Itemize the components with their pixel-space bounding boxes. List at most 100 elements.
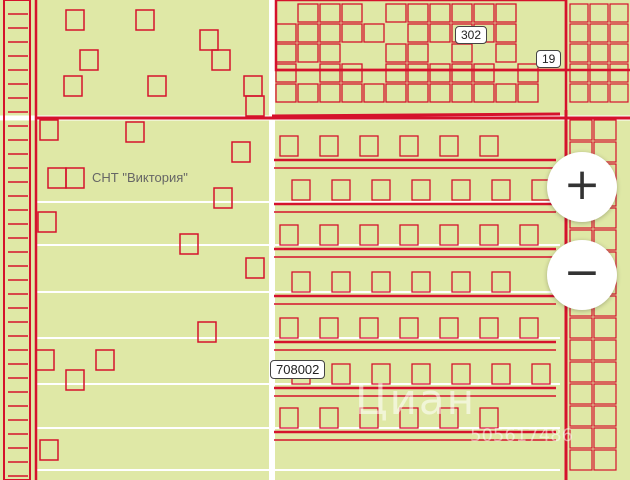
parcel-tag-708002: 708002 bbox=[270, 360, 325, 379]
parcel-cell bbox=[212, 50, 230, 70]
parcel-cell bbox=[594, 428, 616, 448]
parcel-cell bbox=[292, 272, 310, 292]
parcel-cell bbox=[148, 76, 166, 96]
parcel-cell bbox=[430, 64, 450, 82]
parcel-cell bbox=[408, 44, 428, 62]
parcel-cell bbox=[400, 136, 418, 156]
parcel-cell bbox=[408, 24, 428, 42]
parcel-cell bbox=[430, 24, 450, 42]
parcel-cell bbox=[474, 84, 494, 102]
parcel-cell bbox=[276, 24, 296, 42]
parcel-cell bbox=[474, 64, 494, 82]
parcel-cell bbox=[412, 272, 430, 292]
parcel-cell bbox=[610, 84, 628, 102]
parcel-cell bbox=[570, 24, 588, 42]
parcel-cell bbox=[332, 364, 350, 384]
parcel-cell bbox=[360, 225, 378, 245]
parcel-cell bbox=[280, 408, 298, 428]
parcel-cell bbox=[452, 272, 470, 292]
parcel-cell bbox=[452, 84, 472, 102]
parcel-cell bbox=[298, 24, 318, 42]
parcel-cell bbox=[320, 136, 338, 156]
parcel-cell bbox=[570, 450, 592, 470]
parcel-cell bbox=[610, 4, 628, 22]
zoom-out-button[interactable]: − bbox=[547, 240, 617, 310]
left-strip-outline bbox=[4, 0, 30, 480]
parcel-cell bbox=[246, 96, 264, 116]
parcel-cell bbox=[452, 180, 470, 200]
parcel-cell bbox=[590, 4, 608, 22]
parcel-cell bbox=[590, 44, 608, 62]
parcel-cell bbox=[570, 318, 592, 338]
parcel-cell bbox=[298, 4, 318, 22]
parcel-cell bbox=[200, 30, 218, 50]
parcel-cell bbox=[320, 225, 338, 245]
parcel-cell bbox=[80, 50, 98, 70]
watermark-number: 505617486 bbox=[470, 425, 573, 446]
parcel-cell bbox=[532, 364, 550, 384]
parcel-cell bbox=[66, 10, 84, 30]
parcel-cell bbox=[492, 180, 510, 200]
parcel-cell bbox=[480, 225, 498, 245]
parcel-cell bbox=[298, 44, 318, 62]
parcel-cell bbox=[570, 406, 592, 426]
parcel-cell bbox=[280, 136, 298, 156]
parcel-cell bbox=[372, 180, 390, 200]
parcel-cell bbox=[280, 225, 298, 245]
parcel-cell bbox=[496, 4, 516, 22]
parcel-cell bbox=[590, 64, 608, 82]
parcel-cell bbox=[594, 318, 616, 338]
parcel-cell bbox=[320, 318, 338, 338]
parcel-cell bbox=[496, 44, 516, 62]
parcel-cell bbox=[452, 64, 472, 82]
parcel-cell bbox=[386, 64, 406, 82]
parcel-cell bbox=[342, 84, 362, 102]
parcel-cell bbox=[342, 64, 362, 82]
parcel-cell bbox=[320, 64, 340, 82]
parcel-cell bbox=[280, 318, 298, 338]
parcel-cell bbox=[320, 408, 338, 428]
main-boundary-lower bbox=[272, 114, 560, 116]
parcel-cell bbox=[518, 84, 538, 102]
parcel-cell bbox=[594, 340, 616, 360]
parcel-cell bbox=[594, 406, 616, 426]
parcel-cell bbox=[480, 136, 498, 156]
parcel-cell bbox=[570, 120, 592, 140]
parcel-cell bbox=[496, 84, 516, 102]
parcel-cell bbox=[342, 4, 362, 22]
parcel-cell bbox=[594, 120, 616, 140]
parcel-cell bbox=[408, 84, 428, 102]
parcel-cell bbox=[386, 44, 406, 62]
parcel-cell bbox=[400, 225, 418, 245]
minus-icon: − bbox=[564, 251, 601, 295]
parcel-cell bbox=[66, 168, 84, 188]
parcel-cell bbox=[408, 4, 428, 22]
parcel-cell bbox=[570, 428, 592, 448]
parcel-cell bbox=[40, 120, 58, 140]
parcel-cell bbox=[492, 272, 510, 292]
parcel-cell bbox=[276, 44, 296, 62]
watermark-text: Циан bbox=[355, 375, 476, 424]
parcel-cell bbox=[518, 64, 538, 82]
parcel-cell bbox=[520, 318, 538, 338]
parcel-cell bbox=[610, 64, 628, 82]
parcel-cell bbox=[520, 225, 538, 245]
parcel-cell bbox=[594, 450, 616, 470]
parcel-cell bbox=[570, 340, 592, 360]
parcel-cell bbox=[36, 350, 54, 370]
parcel-cell bbox=[360, 318, 378, 338]
parcel-tag-19: 19 bbox=[536, 50, 561, 68]
zoom-in-button[interactable]: + bbox=[547, 152, 617, 222]
parcel-cell bbox=[452, 44, 472, 62]
parcel-cell bbox=[332, 272, 350, 292]
parcel-cell bbox=[342, 24, 362, 42]
parcel-cell bbox=[430, 4, 450, 22]
parcel-cell bbox=[320, 84, 340, 102]
parcel-cell bbox=[570, 362, 592, 382]
parcel-cell bbox=[440, 225, 458, 245]
parcel-cell bbox=[64, 76, 82, 96]
plus-icon: + bbox=[564, 163, 601, 207]
parcel-cell bbox=[276, 64, 296, 82]
parcel-cell bbox=[440, 318, 458, 338]
